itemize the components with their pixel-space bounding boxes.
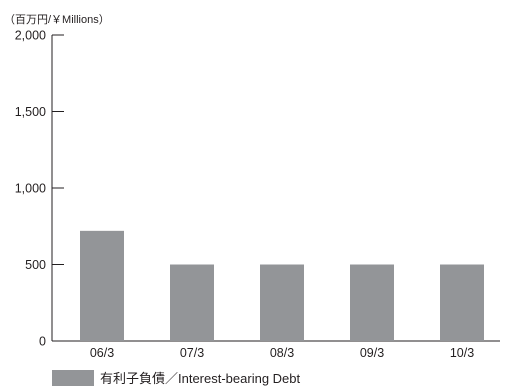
legend-label: 有利子負債／Interest-bearing Debt bbox=[100, 371, 301, 386]
legend: 有利子負債／Interest-bearing Debt bbox=[52, 370, 301, 386]
y-tick-label: 1,500 bbox=[15, 105, 46, 119]
x-axis: 06/3 07/3 08/3 09/3 10/3 bbox=[52, 340, 500, 360]
bar bbox=[170, 264, 214, 341]
bar bbox=[350, 264, 394, 341]
x-tick-label: 06/3 bbox=[90, 346, 114, 360]
y-tick-label: 1,000 bbox=[15, 182, 46, 196]
y-tick-label: 2,000 bbox=[15, 29, 46, 43]
bar bbox=[260, 264, 304, 341]
bars bbox=[80, 230, 484, 341]
x-tick-label: 10/3 bbox=[450, 346, 474, 360]
bar bbox=[80, 230, 124, 341]
unit-label: （百万円/￥Millions） bbox=[4, 13, 110, 26]
legend-swatch bbox=[52, 370, 94, 386]
x-tick-label: 09/3 bbox=[360, 346, 384, 360]
y-tick-label: 500 bbox=[25, 258, 46, 272]
bar bbox=[440, 264, 484, 341]
x-tick-label: 07/3 bbox=[180, 346, 204, 360]
y-tick-label: 0 bbox=[39, 335, 46, 349]
y-axis: 0 500 1,000 1,500 2,000 bbox=[15, 29, 64, 349]
x-tick-label: 08/3 bbox=[270, 346, 294, 360]
